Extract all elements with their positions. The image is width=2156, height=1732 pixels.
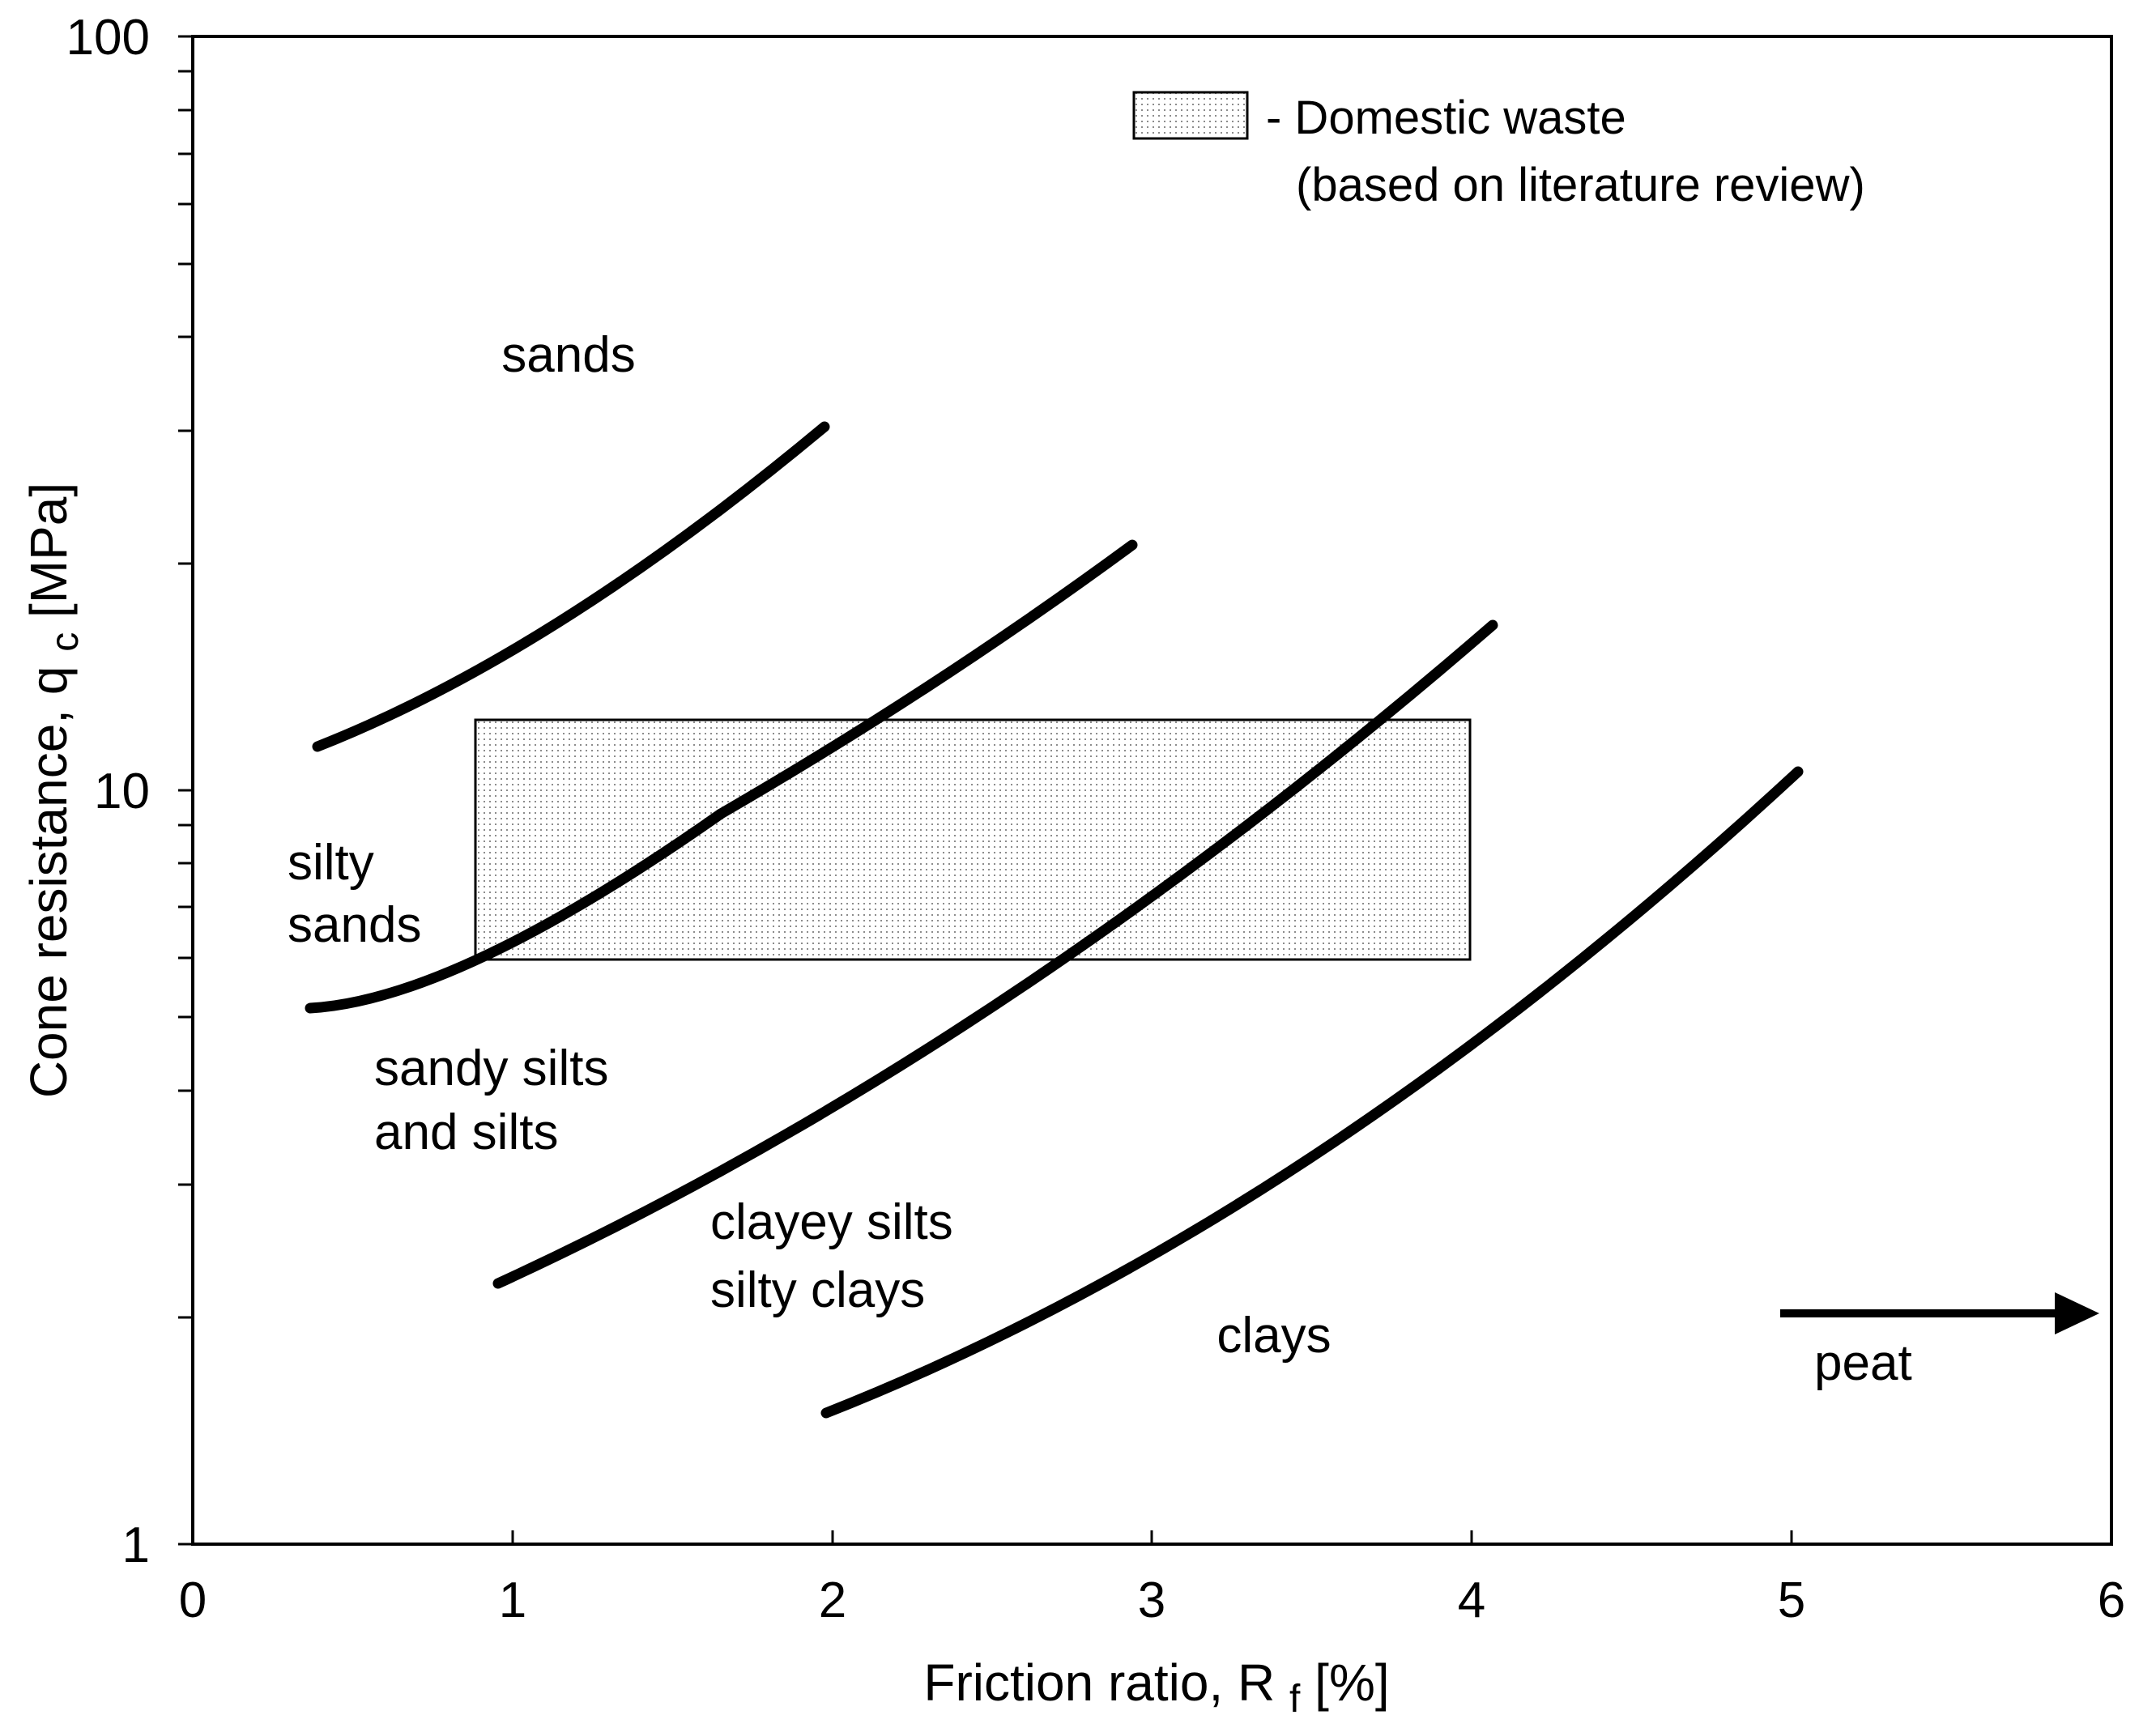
legend-swatch: [1132, 91, 1249, 140]
region-label-clayey-silts-line2: silty clays: [710, 1262, 925, 1318]
boundary-curve-sands: [312, 421, 830, 752]
x-tick-label-6: 6: [2098, 1572, 2125, 1628]
region-label-sands: sands: [501, 327, 635, 383]
x-axis-ticks: [191, 1530, 2113, 1544]
x-axis-title: Friction ratio, R f [%]: [923, 1653, 1389, 1723]
y-axis-title-main: Cone resistance, q: [19, 666, 78, 1099]
x-axis-title-main: Friction ratio, R: [923, 1653, 1275, 1712]
x-tick-label-2: 2: [819, 1572, 846, 1628]
boundary-curve-clays: [820, 766, 1804, 1419]
region-label-sandy-silts-line2: and silts: [374, 1104, 558, 1160]
region-label-silty-sands-line2: sands: [288, 897, 421, 953]
x-axis-title-subscript: f: [1289, 1678, 1301, 1721]
x-axis-title-unit: [%]: [1314, 1653, 1389, 1712]
boundary-curve-silty-sands: [305, 539, 1138, 1014]
region-label-silty-sands-line1: silty: [288, 835, 374, 891]
legend-line-2: (based on literature review): [1296, 159, 1865, 211]
x-tick-label-0: 0: [179, 1572, 207, 1628]
y-axis-title-subscript: c: [44, 632, 87, 652]
region-label-sandy-silts-line1: sandy silts: [374, 1040, 608, 1096]
region-label-clays: clays: [1216, 1308, 1331, 1364]
domestic-waste-region: [474, 718, 1472, 961]
y-tick-label-100: 100: [66, 10, 150, 66]
x-tick-label-5: 5: [1778, 1572, 1805, 1628]
x-tick-label-3: 3: [1138, 1572, 1165, 1628]
x-tick-label-4: 4: [1458, 1572, 1485, 1628]
peat-arrow-head-icon: [2055, 1292, 2099, 1334]
y-axis-ticks: [178, 35, 193, 1546]
y-axis-title-unit: [MPa]: [19, 483, 78, 618]
region-label-clayey-silts-line1: clayey silts: [710, 1194, 953, 1250]
y-axis-title: Cone resistance, q c [MPa]: [19, 483, 89, 1098]
region-label-peat: peat: [1814, 1335, 1912, 1391]
y-tick-label-10: 10: [94, 764, 150, 819]
legend-line-1: - Domestic waste: [1266, 91, 1626, 144]
y-tick-label-1: 1: [122, 1517, 150, 1573]
boundary-curve-clayey-silts: [492, 619, 1498, 1289]
x-tick-label-1: 1: [499, 1572, 526, 1628]
